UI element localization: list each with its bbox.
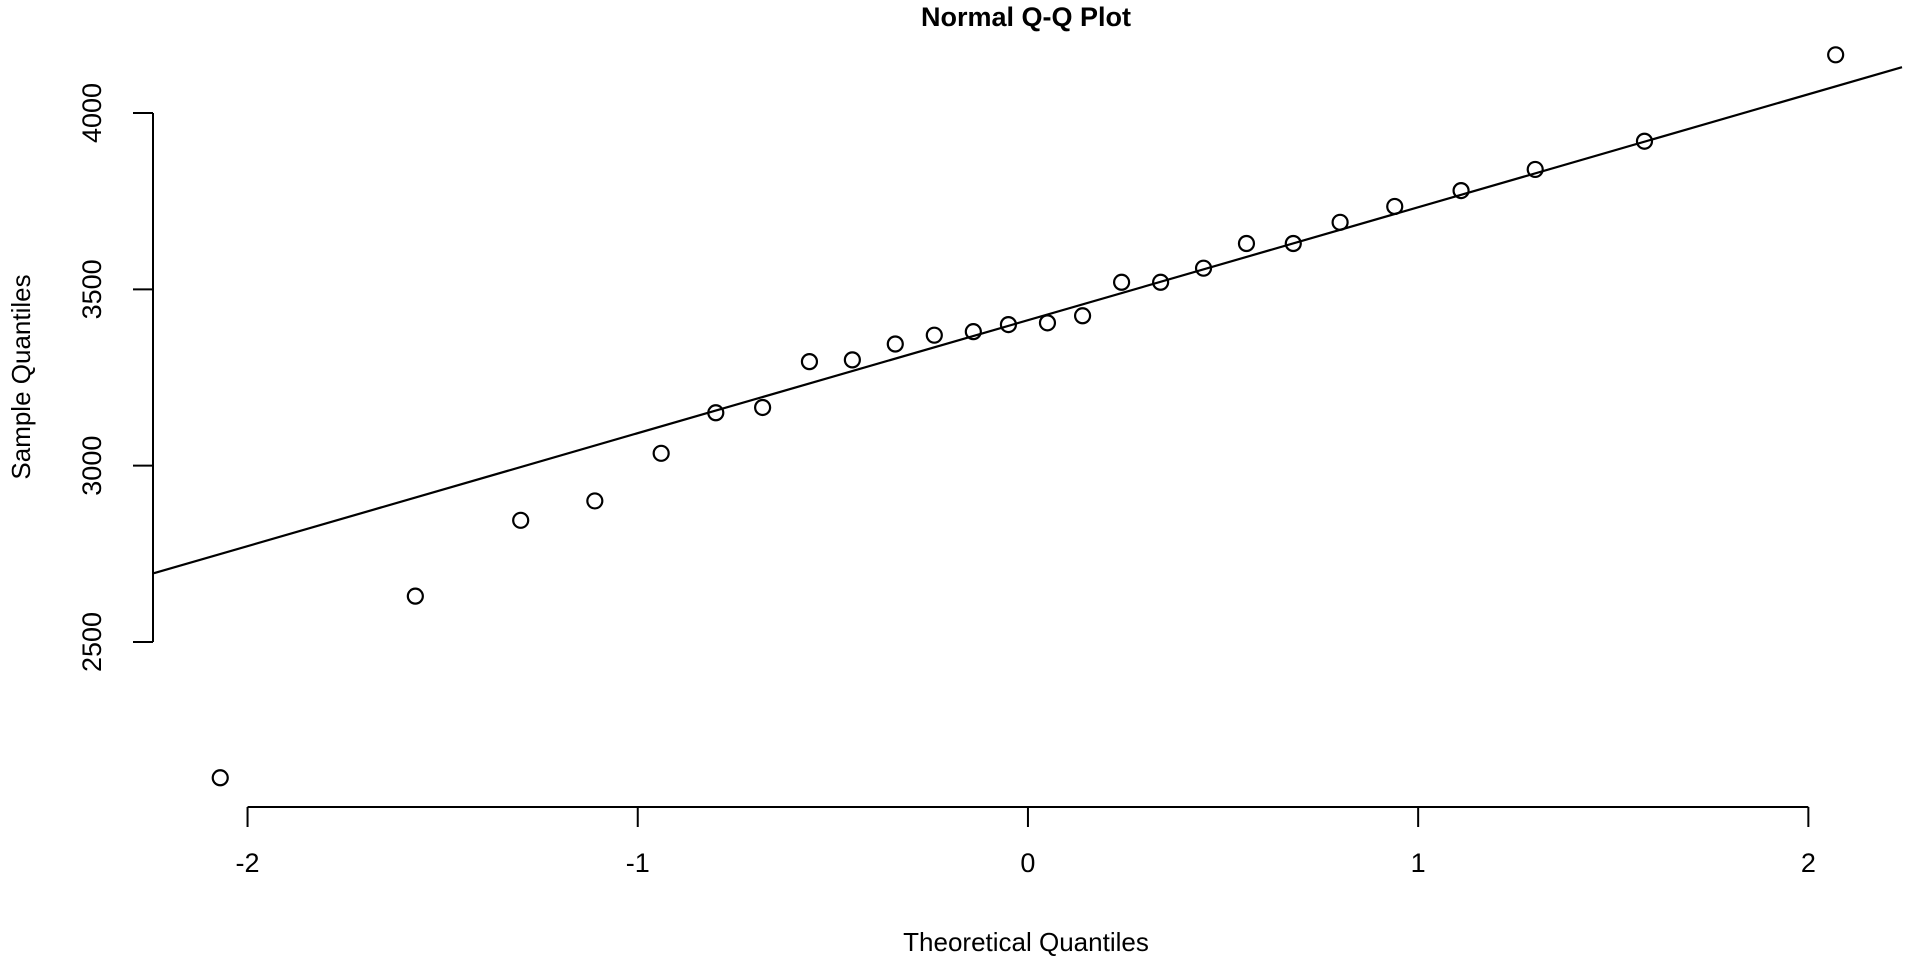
y-axis-label: Sample Quantiles [6, 274, 36, 479]
x-tick-label: 1 [1411, 848, 1426, 878]
data-point [707, 404, 725, 422]
y-tick-label: 3500 [77, 259, 107, 319]
data-point [1452, 181, 1470, 200]
x-tick-label: 0 [1020, 848, 1035, 878]
data-point [1194, 259, 1213, 277]
data-point [1073, 307, 1092, 325]
data-point [843, 351, 861, 369]
plot-points [211, 46, 1845, 787]
qq-reference-line [153, 66, 1903, 575]
x-axis: -2 -1 0 1 2 [236, 806, 1816, 878]
data-point [1635, 132, 1654, 150]
data-point [999, 316, 1018, 334]
data-point [1284, 234, 1302, 253]
data-point [925, 326, 943, 344]
data-point [1152, 273, 1170, 291]
data-point [754, 398, 772, 417]
y-tick-label: 4000 [77, 83, 107, 143]
data-point [1331, 213, 1349, 231]
data-point [652, 444, 670, 462]
data-point [1386, 197, 1404, 216]
data-point [512, 511, 530, 529]
data-point [211, 769, 229, 787]
y-tick-label: 2500 [77, 612, 107, 672]
data-point [586, 492, 604, 510]
x-axis-label: Theoretical Quantiles [903, 927, 1149, 957]
data-point [1827, 46, 1845, 64]
data-point [1038, 314, 1057, 332]
data-point [1237, 234, 1256, 253]
data-point [1526, 160, 1544, 179]
chart-title: Normal Q-Q Plot [921, 2, 1131, 32]
x-tick-label: -2 [236, 848, 260, 878]
data-point [406, 587, 424, 605]
data-point [1112, 273, 1131, 291]
data-point [800, 353, 819, 371]
y-tick-label: 3000 [77, 436, 107, 496]
x-tick-label: 2 [1801, 848, 1816, 878]
y-axis: 2500 3000 3500 4000 [77, 83, 154, 672]
data-point [886, 335, 904, 353]
data-point [964, 323, 982, 341]
x-tick-label: -1 [626, 848, 650, 878]
